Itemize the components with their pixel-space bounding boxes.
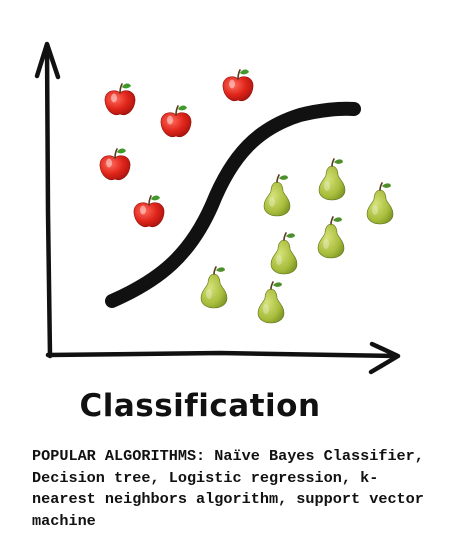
pear-icon bbox=[270, 232, 298, 275]
apple-icon bbox=[222, 68, 254, 102]
apple-icon bbox=[99, 147, 131, 181]
pear-icon bbox=[318, 158, 346, 201]
apple-icon bbox=[133, 194, 165, 228]
pear-icon bbox=[257, 281, 285, 324]
x-axis bbox=[45, 350, 400, 359]
pear-icon bbox=[200, 266, 228, 309]
pear-icon bbox=[366, 182, 394, 225]
pear-icon bbox=[317, 216, 345, 259]
classification-diagram: Classification bbox=[34, 41, 401, 424]
diagram-title: Classification bbox=[79, 388, 320, 424]
x-axis-arrowhead bbox=[368, 341, 401, 375]
y-axis bbox=[44, 45, 53, 359]
apple-icon bbox=[160, 104, 192, 138]
decision-boundary bbox=[105, 101, 361, 308]
apple-icon bbox=[104, 82, 136, 116]
y-axis-arrowhead bbox=[34, 41, 61, 80]
algorithms-caption: POPULAR ALGORITHMS: Naïve Bayes Classifi… bbox=[32, 447, 424, 530]
pear-icon bbox=[263, 174, 291, 217]
